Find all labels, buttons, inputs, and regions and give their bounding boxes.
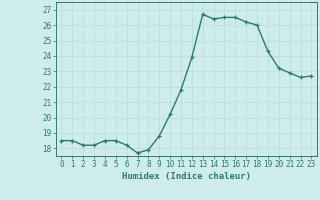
X-axis label: Humidex (Indice chaleur): Humidex (Indice chaleur) [122, 172, 251, 181]
